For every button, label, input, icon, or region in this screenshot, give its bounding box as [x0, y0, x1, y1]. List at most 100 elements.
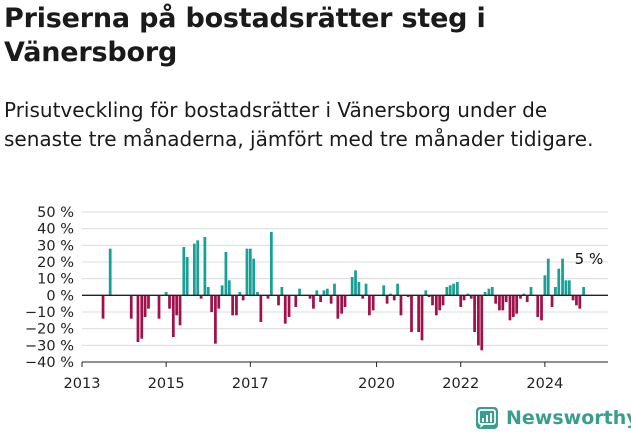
chart-bar — [434, 295, 438, 316]
chart-bar — [504, 295, 508, 302]
chart-bar — [399, 295, 403, 316]
chart-bar — [101, 295, 105, 319]
chart-bar — [214, 295, 217, 344]
chart-bar — [522, 293, 526, 296]
chart-bar — [333, 283, 336, 296]
x-tick-label: 2024 — [526, 376, 563, 392]
chart-bar — [477, 295, 480, 346]
chart-bar — [410, 295, 413, 332]
chart-bar — [140, 295, 144, 339]
chart-bar — [312, 295, 315, 309]
chart-bar — [567, 280, 571, 296]
chart-bar — [340, 295, 344, 314]
chart-bar — [564, 280, 568, 296]
chart-bar — [168, 295, 171, 309]
chart-bar — [329, 295, 333, 304]
x-tick-label: 2022 — [442, 376, 479, 392]
chart-bar — [175, 295, 179, 316]
y-tick-label: −10 % — [25, 305, 74, 321]
chart-bar — [185, 257, 189, 296]
y-tick-label: 50 % — [37, 205, 74, 221]
x-tick-label: 2020 — [358, 376, 395, 392]
chart-title: Priserna på bostadsrätter steg i Vänersb… — [4, 3, 486, 68]
chart-bar — [235, 295, 238, 316]
chart-bar — [508, 295, 512, 321]
chart-bar — [178, 295, 182, 326]
chart-bar — [129, 295, 133, 319]
chart-bar — [396, 283, 399, 296]
chart-bar — [336, 295, 340, 319]
chart-bar — [298, 288, 301, 296]
chart-bar — [182, 247, 186, 296]
y-tick-label: 20 % — [37, 255, 74, 271]
chart-bar — [220, 285, 224, 296]
chart-bar — [354, 270, 357, 296]
chart-bar — [540, 295, 543, 321]
chart-bar — [136, 295, 140, 342]
chart-bar — [575, 295, 578, 306]
chart-bar — [515, 295, 519, 314]
chart-bar — [382, 285, 386, 296]
chart-bar — [227, 280, 231, 296]
chart-bar — [490, 287, 494, 296]
chart-bar — [256, 292, 259, 296]
chart-bar — [427, 295, 431, 297]
chart-bar — [392, 295, 396, 301]
chart-bar — [343, 295, 347, 307]
chart-bar — [519, 295, 522, 299]
chart-bar — [578, 295, 582, 309]
chart-bar — [417, 295, 421, 332]
chart-bar — [357, 282, 361, 296]
chart-bar — [561, 258, 564, 296]
chart-bar — [238, 292, 242, 296]
chart-bar — [582, 287, 585, 296]
chart-bar — [319, 295, 322, 302]
chart-bar — [196, 240, 200, 296]
chart-bar — [406, 295, 410, 297]
chart-bar — [294, 295, 298, 307]
chart-bar — [511, 295, 515, 317]
chart-bar — [554, 287, 557, 296]
chart-bar — [108, 248, 112, 296]
chart-bar — [529, 287, 533, 296]
chart-bar — [480, 295, 484, 351]
chart-bar — [224, 252, 228, 296]
chart-bar — [308, 295, 312, 299]
chart-bar — [494, 295, 498, 304]
chart-bar — [571, 295, 575, 301]
chart-bar — [283, 295, 287, 324]
chart-bar — [325, 288, 329, 296]
chart-bar — [245, 248, 249, 296]
chart-bar — [455, 282, 459, 296]
chart-bar — [322, 290, 326, 296]
chart-bar — [199, 295, 203, 299]
chart-bar — [350, 277, 354, 296]
chart-bar — [231, 295, 235, 316]
x-tick-label: 2015 — [148, 376, 185, 392]
latest-value-label: 5 % — [575, 250, 604, 268]
chart-bar — [431, 295, 434, 306]
x-tick-label: 2013 — [64, 376, 101, 392]
chart-bar — [550, 295, 554, 307]
chart-bar — [171, 295, 175, 337]
chart-bar — [277, 295, 280, 306]
chart-bar — [164, 292, 168, 296]
chart-bar — [501, 295, 505, 311]
y-tick-label: −30 % — [25, 338, 74, 354]
chart-bar — [441, 295, 445, 306]
chart-bar — [448, 285, 452, 296]
chart-bar — [252, 258, 256, 296]
chart-bar — [280, 287, 284, 296]
chart-bar — [157, 295, 161, 319]
chart-bar — [206, 287, 210, 296]
chart-bar — [473, 295, 476, 332]
y-tick-label: 10 % — [37, 272, 74, 288]
chart-bar — [487, 288, 491, 296]
chart-bar — [459, 295, 463, 307]
chart-bar — [445, 287, 449, 296]
newsworthy-logo-text: Newsworthy — [506, 407, 631, 429]
chart-bar — [287, 295, 291, 317]
chart-bar — [266, 295, 270, 299]
chart-bar — [452, 283, 455, 296]
chart-bar — [424, 290, 428, 296]
